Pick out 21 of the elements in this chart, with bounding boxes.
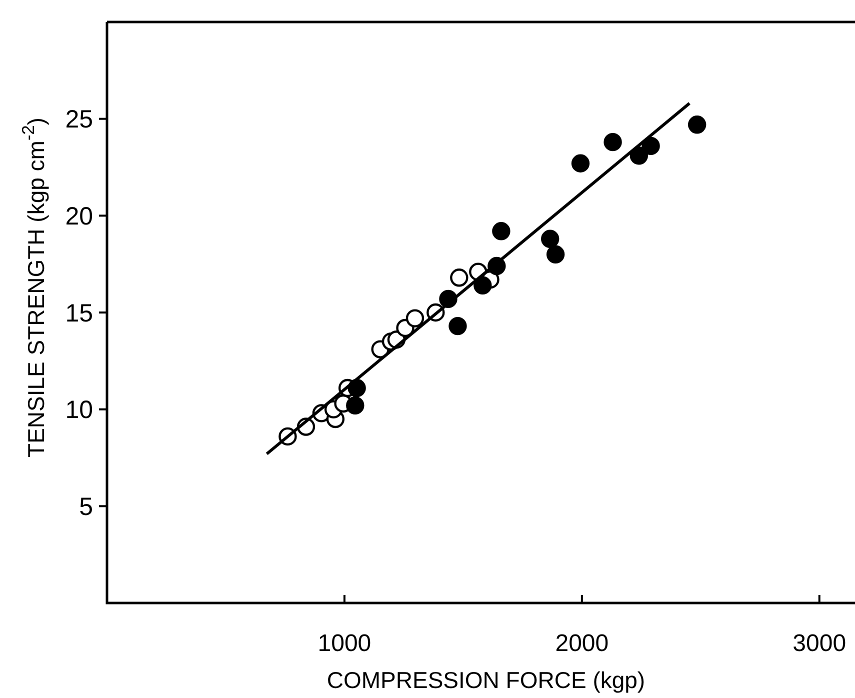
point [406, 309, 424, 328]
x-tick-label: 2000 [555, 630, 609, 657]
point [642, 136, 660, 156]
point [541, 230, 560, 248]
point [546, 245, 565, 264]
point [346, 396, 364, 415]
point [604, 132, 622, 152]
x-axis-title: COMPRESSION FORCE (kgp) [326, 667, 646, 693]
y-tick-label: 25 [65, 106, 93, 134]
x-tick-label: 3000 [792, 630, 846, 657]
y-tick-label: 10 [65, 396, 93, 424]
y-tick-label: 15 [65, 299, 93, 328]
point [571, 154, 590, 172]
point [474, 276, 492, 294]
point [492, 222, 510, 240]
x-tick-label: 1000 [318, 630, 372, 657]
y-tick-label: 20 [65, 202, 93, 230]
point [688, 116, 706, 134]
point [448, 316, 467, 336]
point [450, 268, 468, 287]
y-tick-label: 5 [79, 492, 93, 521]
